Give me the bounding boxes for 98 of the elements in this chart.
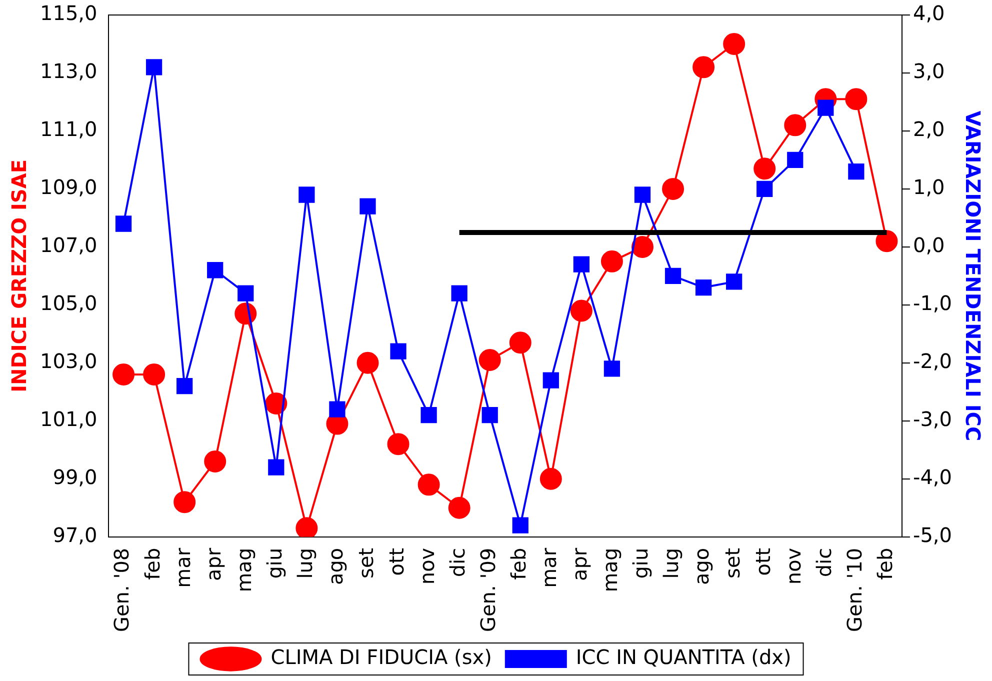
x-tick-label: giu: [628, 548, 653, 579]
point: [478, 349, 501, 372]
y2-tick-label: 4,0: [912, 1, 945, 26]
y2-tick-label: 3,0: [912, 59, 945, 84]
x-tick-label: dic: [812, 548, 836, 578]
y2-tick-label: -4,0: [912, 465, 952, 490]
point: [296, 517, 318, 537]
point: [176, 378, 193, 394]
y2-tick-label: 0,0: [912, 233, 945, 258]
point: [784, 114, 806, 136]
x-tick-label: ott: [750, 548, 775, 576]
y2-tick-label: 1,0: [912, 175, 945, 200]
x-tick-label: nov: [781, 548, 806, 585]
point: [723, 32, 746, 55]
point: [600, 250, 623, 272]
point: [387, 433, 410, 456]
y2-tick-label: -5,0: [912, 523, 952, 548]
y2-axis-title: VARIAZIONI TENDENZIALI ICC: [960, 110, 985, 442]
point: [848, 163, 864, 180]
y2-tick-label: -2,0: [912, 349, 952, 374]
y-tick-label: 115,0: [40, 1, 98, 26]
point: [204, 450, 226, 472]
x-tick-label: Gen. '10: [842, 548, 866, 632]
point: [451, 285, 468, 302]
x-tick-label: mar: [170, 547, 195, 588]
point: [112, 364, 135, 386]
point: [662, 178, 684, 200]
point: [207, 262, 224, 278]
y-tick-label: 99,0: [52, 465, 98, 490]
point: [420, 407, 437, 424]
y-tick-label: 113,0: [40, 59, 98, 84]
point: [756, 180, 773, 198]
point: [876, 230, 898, 252]
point: [174, 491, 196, 514]
x-tick-label: set: [720, 548, 744, 578]
x-tick-label: apr: [201, 547, 226, 582]
x-tick-label: ott: [384, 548, 408, 576]
x-tick-label: lug: [659, 548, 684, 579]
x-tick-label: giu: [262, 548, 286, 579]
y-tick-label: 101,0: [40, 407, 98, 432]
legend-label: ICC IN QUANTITA (dx): [576, 645, 792, 670]
point: [818, 100, 834, 116]
point: [509, 332, 532, 354]
x-tick-label: mag: [232, 548, 256, 592]
point: [143, 364, 166, 386]
x-tick-label: set: [354, 548, 378, 578]
point: [512, 517, 528, 534]
point: [390, 343, 406, 360]
point: [146, 59, 162, 76]
x-tick-label: mar: [537, 547, 562, 588]
point: [482, 407, 498, 424]
x-tick-label: ago: [323, 548, 348, 586]
y-tick-label: 97,0: [52, 523, 98, 548]
point: [329, 401, 346, 418]
point: [726, 274, 742, 290]
x-tick-label: apr: [568, 547, 592, 582]
y2-tick-label: 2,0: [912, 117, 945, 142]
x-tick-label: feb: [140, 548, 164, 580]
x-tick-label: lug: [292, 548, 317, 579]
y-tick-label: 105,0: [40, 291, 98, 316]
point: [268, 459, 284, 476]
point: [540, 468, 562, 490]
point: [787, 152, 804, 168]
x-tick-label: Gen. '08: [110, 548, 134, 632]
point: [634, 186, 651, 203]
legend-label: CLIMA DI FIDUCIA (sx): [270, 645, 492, 670]
point: [360, 198, 376, 214]
y2-tick-label: -1,0: [912, 291, 952, 316]
x-tick-label: mag: [598, 548, 622, 592]
x-tick-label: feb: [872, 548, 897, 580]
y2-tick-label: -3,0: [912, 407, 952, 432]
point: [631, 236, 654, 258]
y-axis-title: INDICE GREZZO ISAE: [7, 159, 32, 392]
point: [845, 88, 868, 110]
point: [695, 279, 712, 296]
y-tick-label: 111,0: [40, 117, 98, 142]
x-tick-label: Gen. '09: [476, 548, 500, 632]
point: [115, 216, 132, 232]
point: [448, 496, 470, 519]
x-tick-label: ago: [690, 548, 714, 586]
y-tick-label: 103,0: [40, 349, 98, 374]
y-tick-label: 107,0: [40, 233, 98, 258]
point: [570, 300, 592, 322]
x-tick-label: nov: [415, 548, 439, 585]
point: [692, 56, 715, 78]
point: [298, 186, 315, 203]
point: [238, 285, 254, 302]
point: [418, 474, 440, 496]
point: [356, 352, 379, 374]
point: [604, 360, 620, 377]
point: [573, 256, 590, 272]
x-tick-label: dic: [446, 548, 470, 578]
point: [265, 392, 288, 414]
y-tick-label: 109,0: [40, 175, 98, 200]
point: [542, 372, 559, 388]
x-tick-label: feb: [506, 548, 531, 580]
point: [754, 158, 776, 180]
point: [664, 268, 682, 284]
